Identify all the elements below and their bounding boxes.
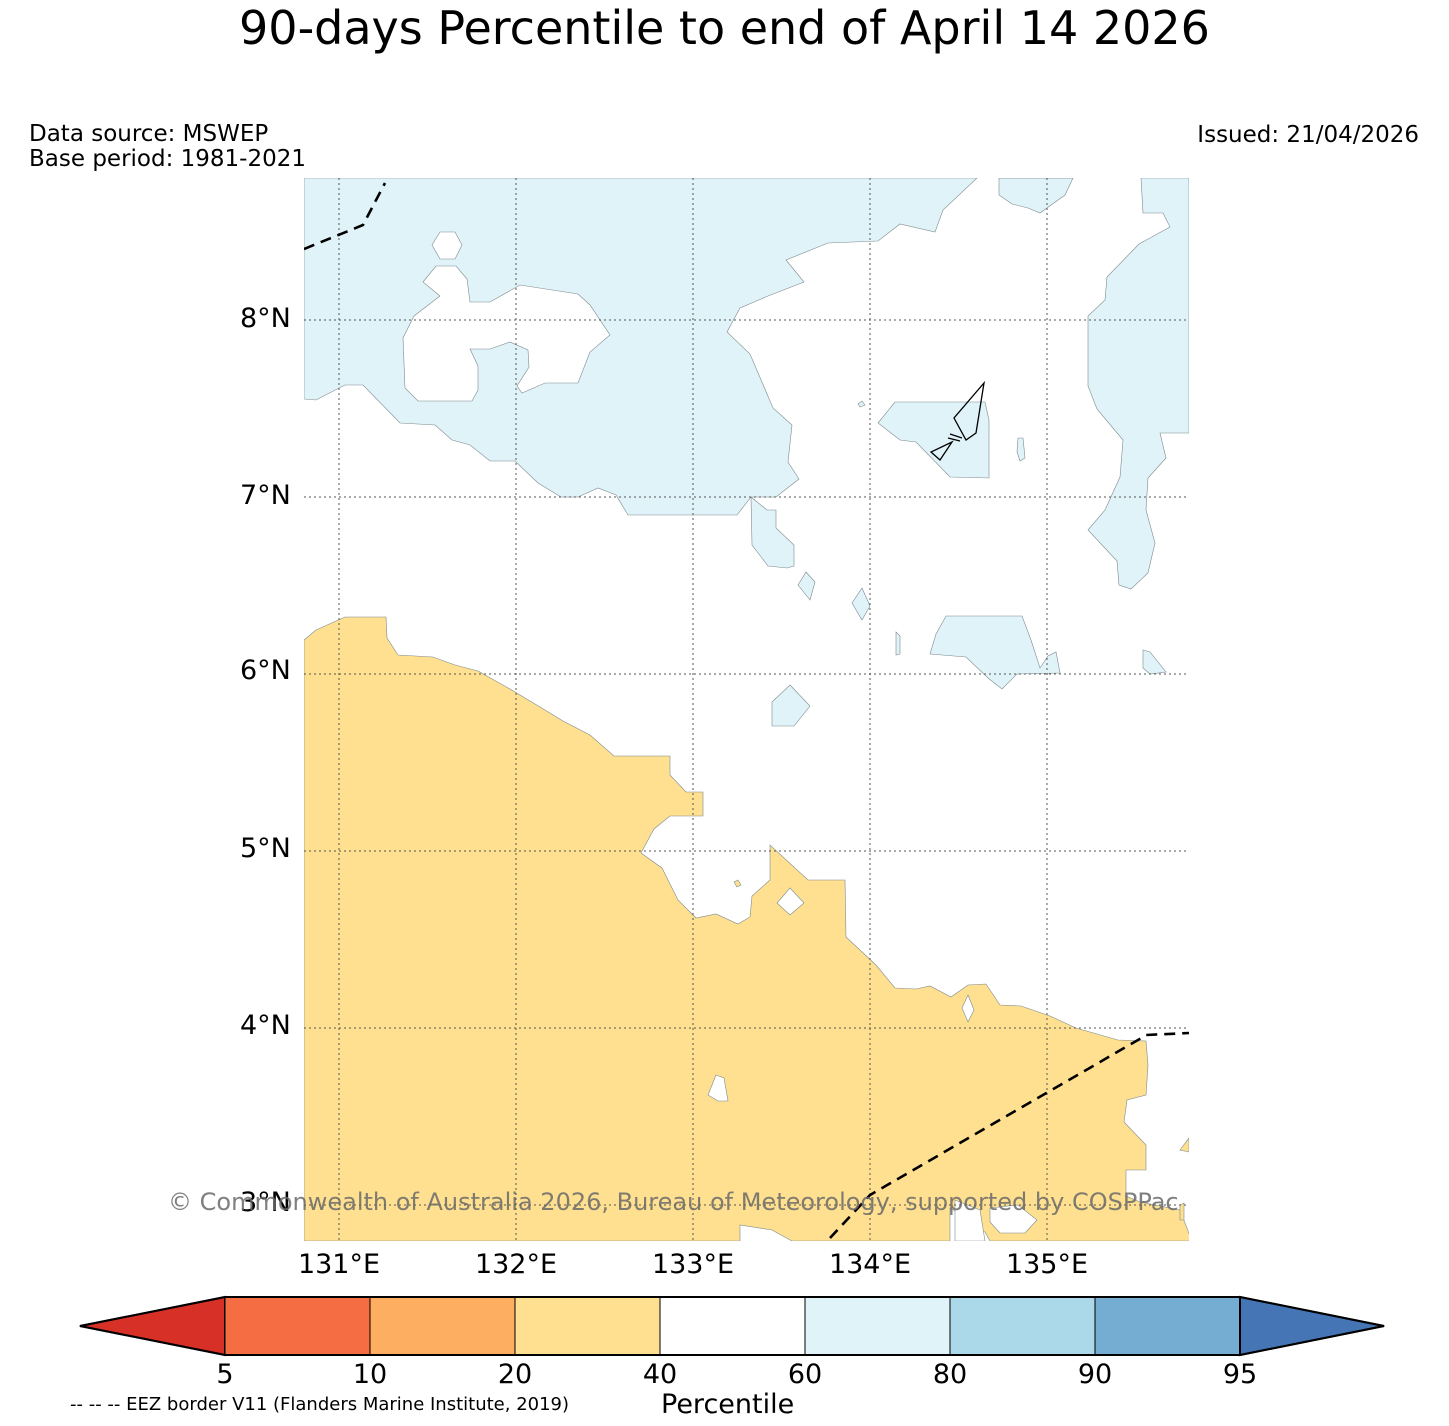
- palau-island-outline: [929, 380, 986, 461]
- colorbar-tick-80: 80: [932, 1359, 968, 1390]
- colorbar-tick-40: 40: [642, 1359, 678, 1390]
- yellow-fleck-small: [733, 879, 742, 888]
- colorbar-tick-60: 60: [787, 1359, 823, 1390]
- colorbar-below-5: [79, 1295, 226, 1357]
- colorbar-label: Percentile: [661, 1389, 795, 1420]
- colorbar-tick-95: 95: [1222, 1359, 1258, 1390]
- graticule: [304, 178, 1189, 1241]
- white-diamond-hole: [776, 887, 805, 916]
- colorbar-5-10: [224, 1296, 371, 1356]
- colorbar-tick-5: 5: [216, 1359, 234, 1390]
- percentile-20-40-region: [304, 616, 1189, 1241]
- colorbar-80-90: [949, 1296, 1096, 1356]
- small-blue-patch-5: [1142, 649, 1167, 675]
- white-hole-5: [954, 1199, 986, 1241]
- colorbar-outline: [79, 1296, 1385, 1356]
- copyright-notice: © Commonwealth of Australia 2026, Bureau…: [168, 1188, 1179, 1216]
- lat-label-4n: 4°N: [240, 1010, 291, 1041]
- colorbar-10-20: [369, 1296, 516, 1356]
- south-blue-patch: [929, 615, 1061, 690]
- yellow-region-holes: [707, 887, 1038, 1241]
- lat-label-8n: 8°N: [240, 303, 291, 334]
- data-source-block: Data source: MSWEP Base period: 1981-202…: [29, 122, 306, 172]
- colorbar-above-95: [1239, 1295, 1385, 1357]
- northeast-blue-patch: [998, 178, 1074, 214]
- colorbar-40-60: [659, 1296, 806, 1356]
- small-blue-patch-6: [771, 684, 811, 727]
- white-hole-2: [961, 994, 975, 1023]
- blue-tongue: [750, 496, 795, 569]
- tiny-blue-dot: [857, 400, 866, 408]
- lat-label-7n: 7°N: [240, 480, 291, 511]
- small-blue-patch-3: [851, 587, 871, 621]
- base-period-text: Base period: 1981-2021: [29, 146, 307, 172]
- eez-border-note: -- -- -- EEZ border V11 (Flanders Marine…: [70, 1394, 570, 1415]
- south-yellow-region: [304, 616, 1189, 1241]
- small-blue-patch-1: [1016, 437, 1026, 462]
- yellow-fleck-east-2: [1179, 1202, 1185, 1221]
- lon-label-132e: 132°E: [474, 1249, 558, 1280]
- colorbar: [79, 1295, 1385, 1357]
- lon-label-133e: 133°E: [651, 1249, 735, 1280]
- white-hole-3: [707, 1074, 729, 1102]
- map-title: 90-days Percentile to end of April 14 20…: [239, 1, 1210, 55]
- small-blue-patch-2: [797, 571, 816, 601]
- blue-region-holes: [402, 178, 1073, 402]
- island-blue-patch: [877, 401, 990, 479]
- eez-border: [304, 182, 1189, 1239]
- lat-label-5n: 5°N: [240, 833, 291, 864]
- map-area: [304, 178, 1189, 1241]
- lat-label-6n: 6°N: [240, 655, 291, 686]
- colorbar-20-40: [514, 1296, 661, 1356]
- issued-date: Issued: 21/04/2026: [1197, 122, 1419, 148]
- small-blue-patch-4: [895, 631, 901, 656]
- north-white-pocket: [431, 231, 463, 260]
- colorbar-tick-20: 20: [497, 1359, 533, 1390]
- large-white-pocket: [402, 265, 611, 402]
- colorbar-60-80: [804, 1296, 951, 1356]
- lon-label-134e: 134°E: [828, 1249, 912, 1280]
- colorbar-tick-10: 10: [352, 1359, 388, 1390]
- data-source-text: Data source: MSWEP: [29, 121, 269, 147]
- east-blue-region: [1087, 178, 1189, 590]
- yellow-fleck-east: [1179, 1137, 1189, 1153]
- lon-label-131e: 131°E: [297, 1249, 381, 1280]
- colorbar-tick-90: 90: [1077, 1359, 1113, 1390]
- lat-label-3n: 3°N: [240, 1187, 291, 1218]
- percentile-60-80-regions: [304, 178, 1189, 727]
- lon-label-135e: 135°E: [1005, 1249, 1089, 1280]
- white-hole-4: [989, 1204, 1038, 1234]
- colorbar-90-95: [1094, 1296, 1241, 1356]
